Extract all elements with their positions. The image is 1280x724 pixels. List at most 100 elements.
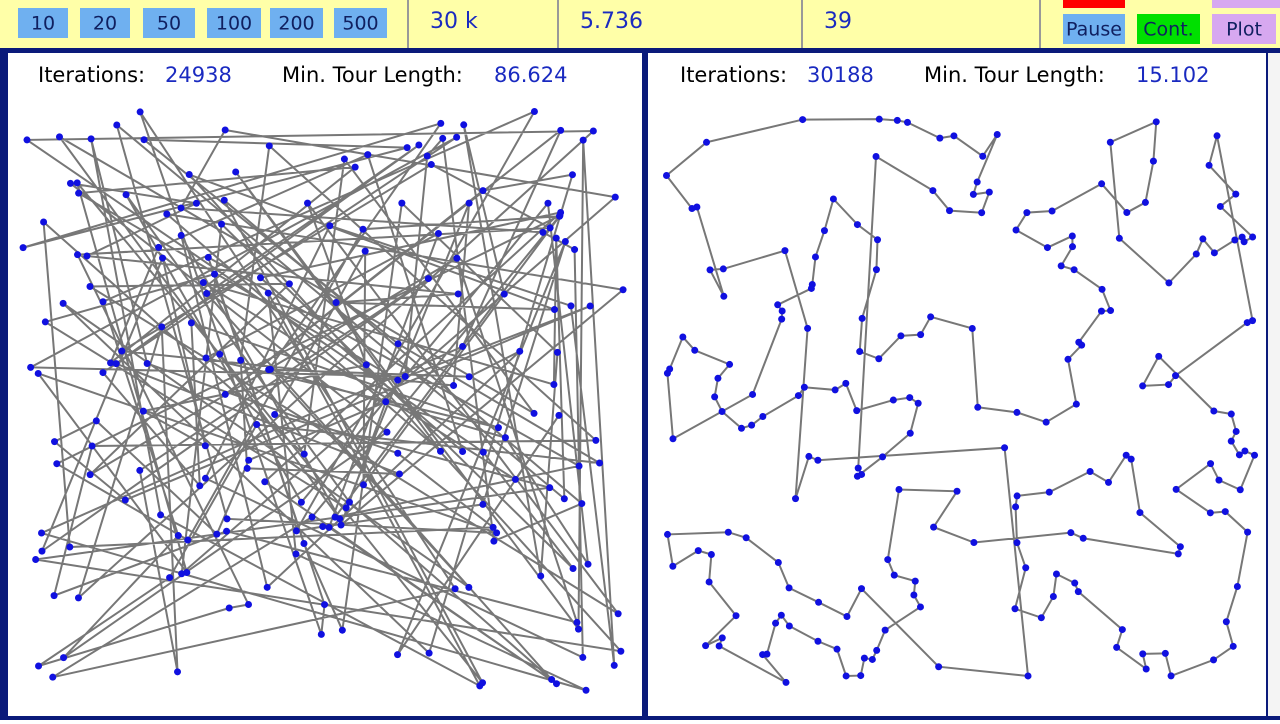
city: [569, 565, 577, 573]
city: [1167, 672, 1175, 680]
city: [66, 543, 74, 551]
size-button[interactable]: [207, 8, 261, 38]
city: [694, 547, 702, 555]
city: [546, 224, 554, 232]
city: [261, 478, 269, 486]
city: [759, 651, 767, 659]
city: [136, 108, 144, 116]
city: [777, 611, 785, 619]
city: [203, 290, 211, 298]
city: [516, 347, 524, 355]
city: [711, 393, 719, 401]
city: [610, 661, 618, 669]
city: [617, 647, 625, 655]
city: [1013, 539, 1021, 547]
length-label: Min. Tour Length:: [282, 63, 463, 87]
city: [881, 626, 889, 634]
city: [792, 495, 800, 503]
city: [575, 462, 583, 470]
city: [1074, 588, 1082, 596]
city: [40, 218, 48, 226]
city: [1013, 408, 1021, 416]
city: [337, 521, 345, 529]
control-button-label: Plot: [1226, 19, 1262, 41]
city: [139, 407, 147, 415]
city: [879, 453, 887, 461]
city: [360, 481, 368, 489]
city: [715, 642, 723, 650]
city: [35, 662, 43, 670]
control-button-label: Cont.: [1143, 19, 1193, 41]
city: [74, 594, 82, 602]
city: [785, 622, 793, 630]
control-button[interactable]: [1212, 14, 1276, 44]
city: [1069, 243, 1077, 251]
city: [382, 398, 390, 406]
city: [437, 119, 445, 127]
city: [874, 236, 882, 244]
city: [553, 348, 561, 356]
city: [1152, 118, 1160, 126]
size-button-label: 500: [342, 13, 378, 35]
city: [265, 142, 273, 150]
city: [1210, 656, 1218, 664]
city: [1022, 564, 1030, 572]
city: [582, 686, 590, 694]
city: [266, 365, 274, 373]
city: [914, 399, 922, 407]
size-button[interactable]: [18, 8, 68, 38]
city: [271, 410, 279, 418]
city: [1067, 529, 1075, 537]
size-button[interactable]: [143, 8, 195, 38]
city: [724, 528, 732, 536]
city: [394, 651, 402, 659]
city: [166, 574, 174, 582]
city: [1172, 485, 1180, 493]
city: [74, 251, 82, 259]
city: [451, 585, 459, 593]
size-button[interactable]: [270, 8, 323, 38]
city: [1098, 180, 1106, 188]
city: [184, 536, 192, 544]
city: [1042, 418, 1050, 426]
city: [1210, 249, 1218, 257]
city: [336, 515, 344, 523]
city: [799, 116, 807, 124]
city: [555, 411, 563, 419]
city: [437, 447, 445, 455]
city: [596, 459, 604, 467]
city: [567, 302, 575, 310]
city: [1001, 444, 1009, 452]
city: [1231, 236, 1239, 244]
size-button[interactable]: [334, 8, 387, 38]
city: [60, 654, 68, 662]
city: [1155, 352, 1163, 360]
size-button[interactable]: [80, 8, 130, 38]
city: [177, 231, 185, 239]
city: [201, 474, 209, 482]
city: [1244, 528, 1252, 536]
city: [489, 523, 497, 531]
city: [223, 515, 231, 523]
city: [394, 376, 402, 384]
city: [778, 315, 786, 323]
city: [1139, 650, 1147, 658]
city: [1136, 509, 1144, 517]
city: [185, 171, 193, 179]
city: [1165, 279, 1173, 287]
city: [292, 550, 300, 558]
control-button[interactable]: [1063, 14, 1125, 44]
city: [201, 442, 209, 450]
control-button-label: Pause: [1066, 19, 1122, 41]
city: [460, 121, 468, 129]
city: [1207, 460, 1215, 468]
city: [501, 434, 509, 442]
city: [732, 612, 740, 620]
city: [706, 266, 714, 274]
city: [1172, 372, 1180, 380]
city: [394, 449, 402, 457]
city: [560, 495, 568, 503]
control-button[interactable]: [1137, 14, 1200, 44]
iterations-value: 24938: [165, 63, 232, 87]
city: [1222, 618, 1230, 626]
